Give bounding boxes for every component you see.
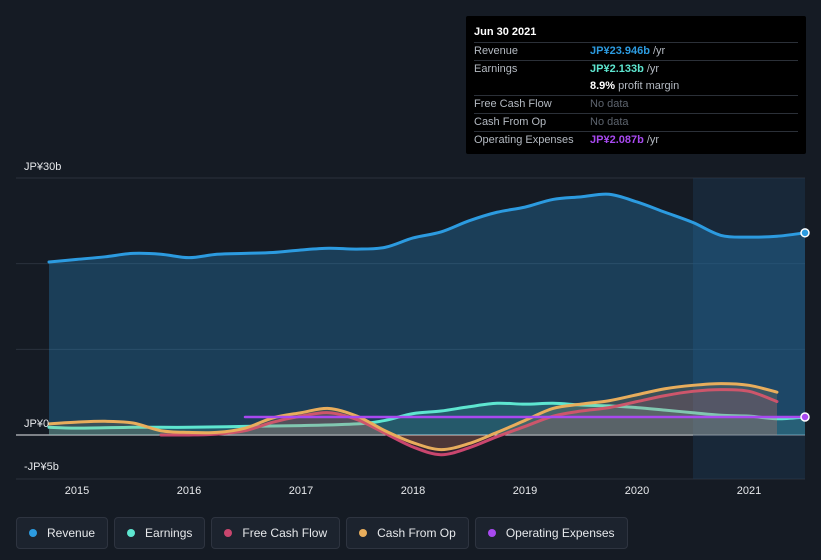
- legend-item-opex[interactable]: Operating Expenses: [474, 517, 628, 549]
- x-tick-label: 2015: [65, 485, 89, 497]
- opex-end-marker: [800, 412, 810, 422]
- y-tick-label-top: JP¥30b: [24, 161, 61, 173]
- tooltip-revenue-value: JP¥23.946b: [590, 45, 650, 57]
- opex-dot-icon: [487, 529, 496, 537]
- legend-label: Free Cash Flow: [242, 526, 328, 540]
- tooltip-row-fcf: Free Cash Flow No data: [474, 95, 798, 113]
- legend-label: Revenue: [47, 526, 96, 540]
- x-tick-label: 2016: [177, 485, 201, 497]
- tooltip-row-cfo: Cash From Op No data: [474, 113, 798, 131]
- legend-item-earnings[interactable]: Earnings: [114, 517, 206, 549]
- tooltip-row-margin: 8.9% profit margin: [474, 78, 798, 95]
- tooltip-fcf-value: No data: [590, 98, 629, 110]
- tooltip-label: Operating Expenses: [474, 134, 574, 146]
- fcf-line[interactable]: [159, 388, 779, 457]
- revenue-dot-icon: [29, 529, 37, 537]
- legend-label: Operating Expenses: [505, 526, 615, 540]
- earnings-dot-icon: [127, 529, 136, 537]
- x-tick-label: 2021: [737, 485, 761, 497]
- cfo-line[interactable]: [47, 382, 779, 452]
- tooltip-row-earnings: Earnings JP¥2.133b /yr: [474, 60, 798, 78]
- tooltip-label: Free Cash Flow: [474, 98, 552, 110]
- tooltip-row-opex: Operating Expenses JP¥2.087b /yr: [474, 131, 798, 149]
- data-tooltip: Jun 30 2021 Revenue JP¥23.946b /yr Earni…: [466, 16, 806, 154]
- tooltip-label: Revenue: [474, 45, 519, 57]
- legend-label: Earnings: [145, 526, 193, 540]
- tooltip-unit: /yr: [646, 63, 660, 75]
- tooltip-earnings-value: JP¥2.133b: [590, 63, 644, 75]
- tooltip-label: Cash From Op: [474, 116, 547, 128]
- tooltip-row-revenue: Revenue JP¥23.946b /yr: [474, 42, 798, 60]
- legend-item-cfo[interactable]: Cash From Op: [346, 517, 469, 549]
- x-tick-label: 2019: [513, 485, 537, 497]
- y-tick-label-zero: JP¥0: [24, 418, 49, 430]
- revenue-line[interactable]: [47, 192, 807, 264]
- tooltip-margin-text: profit margin: [618, 80, 680, 92]
- tooltip-margin-value: 8.9%: [590, 80, 616, 92]
- tooltip-unit: /yr: [652, 45, 666, 57]
- tooltip-opex-value: JP¥2.087b: [590, 134, 644, 146]
- tooltip-unit: /yr: [646, 134, 660, 146]
- tooltip-cfo-value: No data: [590, 116, 629, 128]
- highlight-region: [693, 178, 805, 479]
- fcf-dot-icon: [224, 529, 233, 537]
- series-layer: [47, 192, 810, 457]
- tooltip-label: Earnings: [474, 63, 518, 75]
- x-tick-label: 2018: [401, 485, 425, 497]
- chart-grid: [16, 177, 805, 480]
- legend-item-fcf[interactable]: Free Cash Flow: [211, 517, 341, 549]
- x-tick-label: 2017: [289, 485, 313, 497]
- cfo-area: [49, 383, 777, 450]
- x-axis: 2015 2016 2017 2018 2019 2020 2021: [65, 485, 761, 497]
- legend-label: Cash From Op: [377, 526, 456, 540]
- chart-legend: Revenue Earnings Free Cash Flow Cash Fro…: [16, 517, 634, 549]
- earnings-line[interactable]: [47, 401, 807, 430]
- chart-area: 2015 2016 2017 2018 2019 2020 2021 JP¥30b JP¥0…: [16, 161, 810, 497]
- y-tick-label-bottom: -JP¥5b: [24, 461, 59, 473]
- revenue-end-marker: [800, 228, 810, 238]
- legend-item-revenue[interactable]: Revenue: [16, 517, 109, 549]
- x-tick-label: 2020: [625, 485, 649, 497]
- tooltip-date: Jun 30 2021: [474, 26, 537, 38]
- cfo-dot-icon: [359, 529, 368, 537]
